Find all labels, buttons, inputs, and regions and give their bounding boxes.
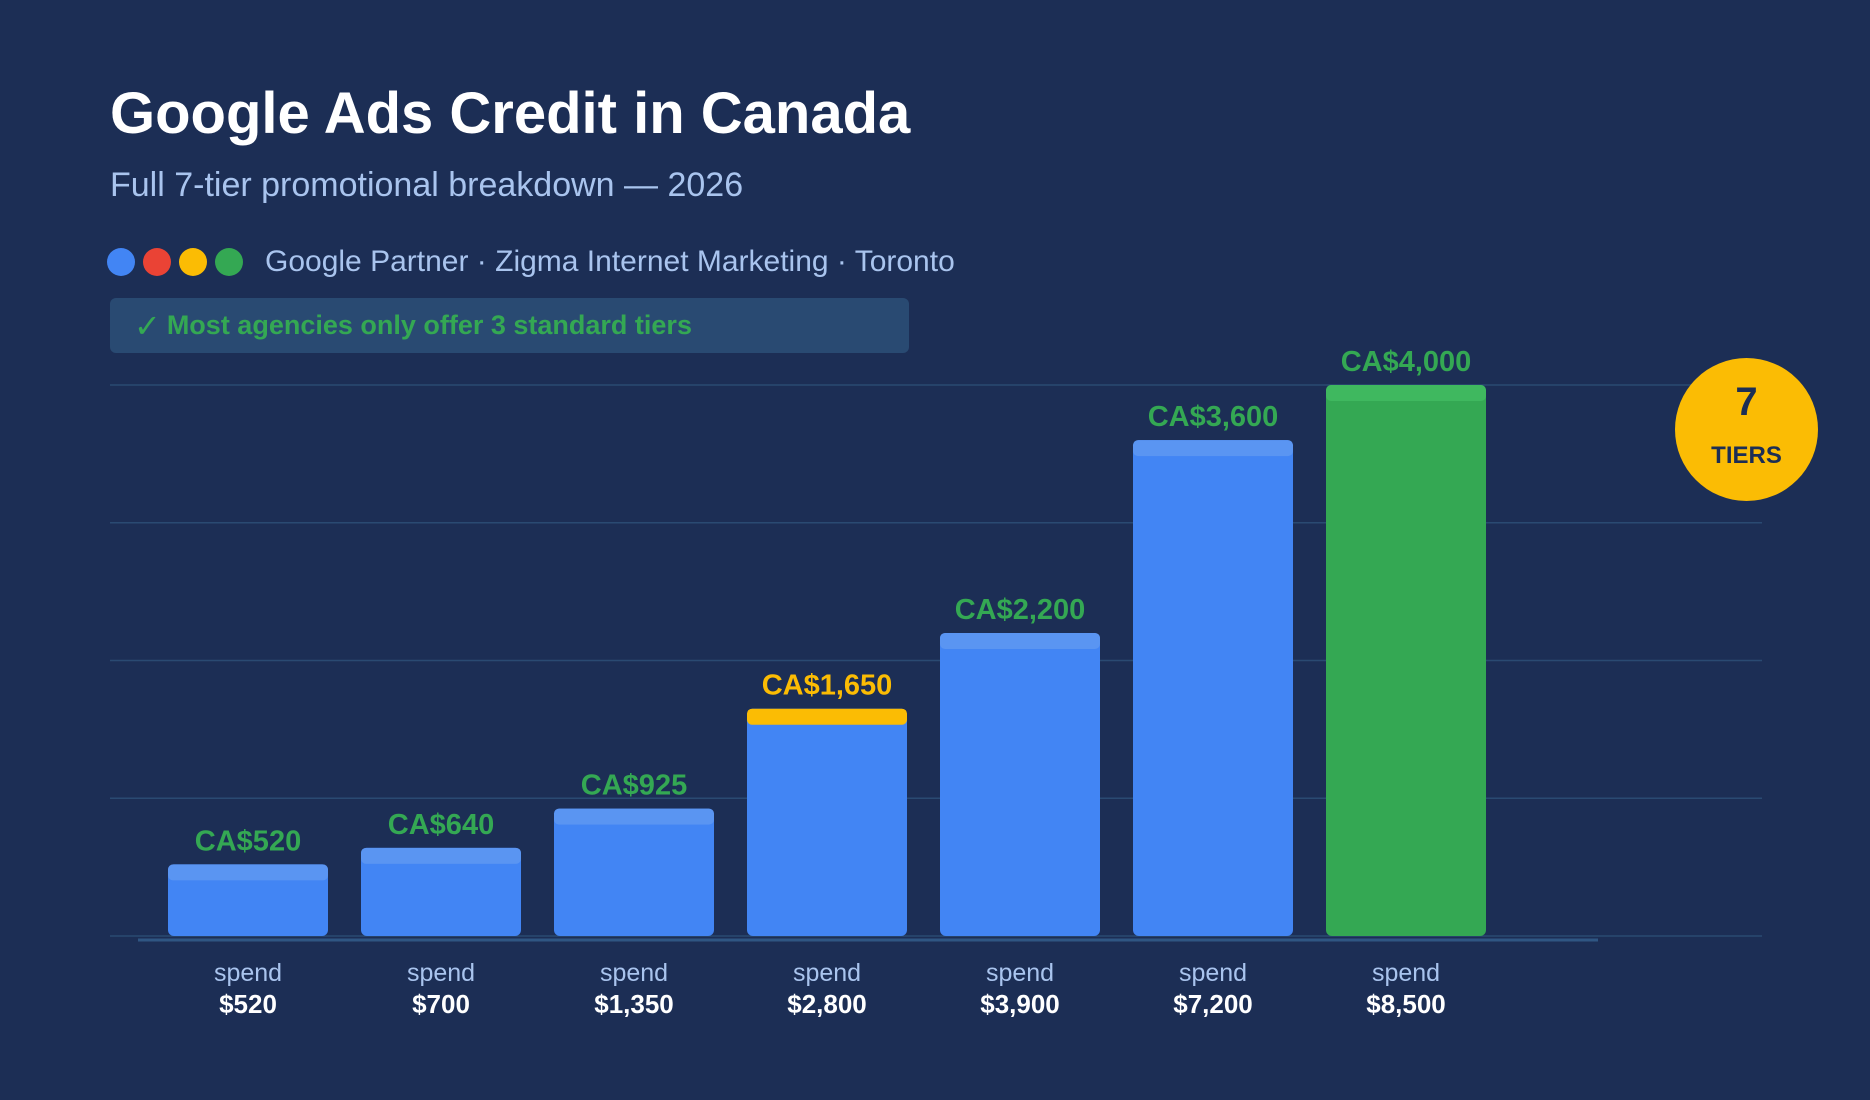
x-tick-prefix: spend — [407, 959, 475, 987]
bar-value-label: CA$4,000 — [1341, 346, 1472, 378]
bar-value-label: CA$2,200 — [955, 594, 1086, 626]
bar-value-label: CA$640 — [388, 809, 494, 841]
bar — [1326, 385, 1486, 936]
x-tick-label: $8,500 — [1366, 989, 1446, 1019]
x-tick-prefix: spend — [214, 959, 282, 987]
x-tick-label: $520 — [219, 989, 277, 1019]
bar — [168, 864, 328, 936]
bar-cap — [1326, 385, 1486, 401]
note-text: Most agencies only offer 3 standard tier… — [166, 310, 692, 340]
bar-cap — [747, 708, 907, 725]
bar-cap — [1133, 440, 1293, 457]
tiers-badge: 7 TIERS — [1675, 358, 1818, 501]
bar-cap — [940, 632, 1100, 649]
brand-dot-blue — [107, 248, 135, 276]
bar-value-label: CA$925 — [581, 770, 687, 802]
badge-label: TIERS — [1711, 442, 1782, 469]
bar-cap — [361, 847, 521, 864]
x-tick-prefix: spend — [600, 959, 668, 987]
bar-value-label: CA$520 — [195, 825, 301, 857]
bar-cap — [554, 808, 714, 825]
x-tick-label: $1,350 — [594, 989, 674, 1019]
brand-row: Google Partner · Zigma Internet Marketin… — [107, 245, 955, 279]
badge-number: 7 — [1735, 380, 1758, 424]
x-tick-prefix: spend — [986, 959, 1054, 987]
x-tick-label: $2,800 — [787, 989, 867, 1019]
brand-dot-red — [143, 248, 171, 276]
x-tick-prefix: spend — [793, 959, 861, 987]
x-tick-label: $3,900 — [980, 989, 1060, 1019]
check-icon: ✓ — [134, 307, 161, 344]
note-banner: ✓ Most agencies only offer 3 standard ti… — [110, 298, 909, 353]
page-subtitle: Full 7-tier promotional breakdown — 2026 — [110, 166, 744, 204]
bar — [361, 847, 521, 936]
bar-value-label: CA$3,600 — [1148, 401, 1279, 433]
bar — [1133, 440, 1293, 936]
bar — [940, 632, 1100, 936]
x-tick-label: $7,200 — [1173, 989, 1253, 1019]
x-tick-prefix: spend — [1179, 959, 1247, 987]
bar-value-label: CA$1,650 — [762, 670, 893, 702]
x-tick-label: $700 — [412, 989, 470, 1019]
page-title: Google Ads Credit in Canada — [110, 81, 911, 146]
brand-dot-green — [215, 248, 243, 276]
bar — [554, 808, 714, 936]
brand-text: Google Partner · Zigma Internet Marketin… — [265, 245, 955, 278]
x-tick-prefix: spend — [1372, 959, 1440, 987]
brand-dot-yellow — [179, 248, 207, 276]
bar-cap — [168, 864, 328, 881]
bar — [747, 708, 907, 936]
